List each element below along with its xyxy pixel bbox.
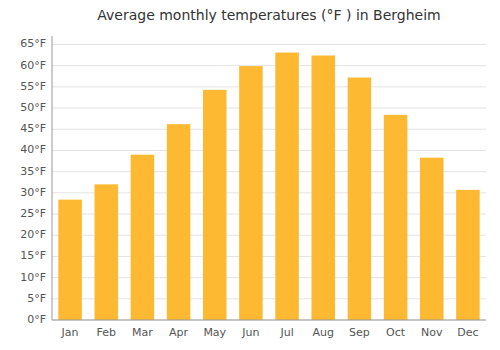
y-axis-ticks: 0°F 5°F 10°F 15°F 20°F 25°F 30°F 35°F 40°F 45°F 50… (20, 37, 46, 326)
y-tick-label: 40°F (20, 143, 46, 156)
title: Average monthly temperatures (°F ) in Be… (97, 7, 440, 23)
x-tick-label: Feb (97, 326, 116, 339)
grid-line (52, 86, 486, 87)
grid (52, 44, 486, 320)
bar (420, 158, 444, 320)
y-tick-label: 25°F (20, 207, 46, 220)
grid-line (52, 320, 486, 321)
y-tick-label: 50°F (20, 101, 46, 114)
grid-line (52, 65, 486, 66)
bar (94, 184, 118, 320)
grid-line (52, 108, 486, 109)
x-tick-label: Aug (313, 326, 334, 339)
x-tick-label: Oct (386, 326, 406, 339)
x-tick-label: Jul (279, 326, 293, 339)
y-tick-label: 65°F (20, 37, 46, 50)
bar (239, 66, 263, 320)
bar (348, 78, 372, 320)
y-tick-label: 0°F (27, 313, 46, 326)
x-tick-label: Jan (61, 326, 79, 339)
x-tick-label: Sep (349, 326, 370, 339)
bar (275, 53, 299, 320)
x-tick-label: Dec (457, 326, 478, 339)
x-tick-label: Apr (169, 326, 189, 339)
bar (384, 115, 408, 320)
x-tick-label: May (203, 326, 226, 339)
x-tick-label: Mar (132, 326, 153, 339)
x-tick-label: Jun (241, 326, 259, 339)
y-tick-label: 15°F (20, 249, 46, 262)
y-tick-label: 45°F (20, 122, 46, 135)
y-tick-label: 5°F (27, 292, 46, 305)
y-tick-label: 35°F (20, 165, 46, 178)
bar (167, 124, 191, 320)
x-tick-label: Nov (421, 326, 443, 339)
x-axis-ticks: Jan Feb Mar Apr May Jun Jul Aug Sep Oct Nov Dec (61, 326, 479, 339)
y-tick-label: 10°F (20, 271, 46, 284)
y-axis-line (52, 36, 53, 320)
bar (58, 200, 82, 320)
x-axis-line (52, 320, 486, 321)
y-tick-label: 60°F (20, 59, 46, 72)
bars (58, 53, 479, 320)
bar (131, 155, 155, 320)
chart: 0°F 5°F 10°F 15°F 20°F 25°F 30°F 35°F 40°F 45°F 50… (0, 0, 500, 350)
y-tick-label: 30°F (20, 186, 46, 199)
chart-container: 0°F 5°F 10°F 15°F 20°F 25°F 30°F 35°F 40°F 45°F 50… (0, 0, 500, 350)
bar (311, 55, 335, 320)
grid-line (52, 150, 486, 151)
bar (456, 190, 480, 320)
grid-line (52, 44, 486, 45)
y-tick-label: 20°F (20, 228, 46, 241)
y-tick-label: 55°F (20, 80, 46, 93)
bar (203, 90, 227, 320)
grid-line (52, 129, 486, 130)
